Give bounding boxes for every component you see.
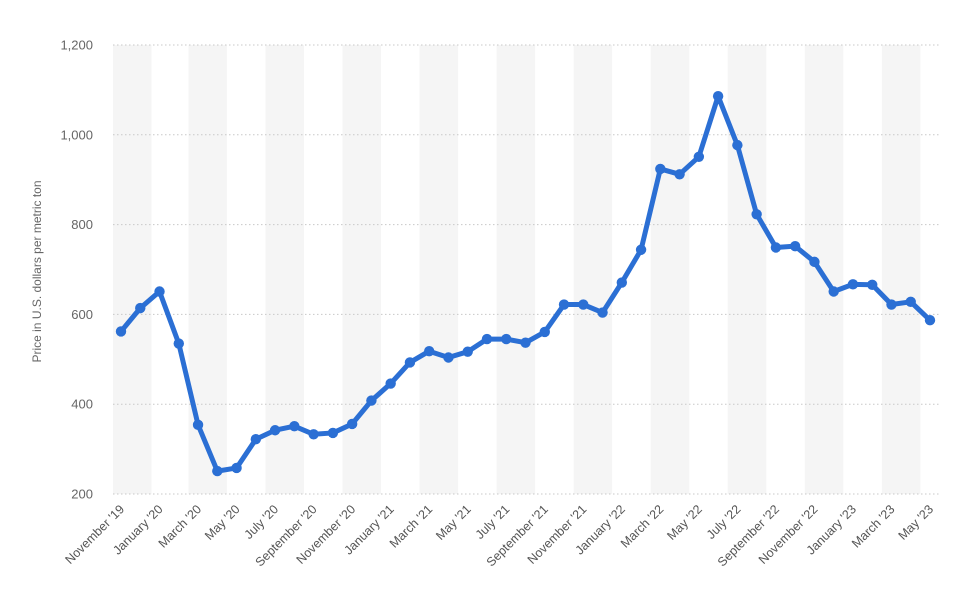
data-point	[809, 256, 820, 268]
y-tick-label: 1,200	[60, 38, 93, 53]
data-point	[905, 296, 916, 308]
data-point	[135, 302, 146, 314]
data-point	[154, 286, 165, 297]
y-gridlines	[113, 44, 940, 495]
y-tick-label: 800	[71, 217, 93, 232]
x-tick-label: May '20	[202, 502, 243, 543]
data-point	[539, 326, 550, 338]
data-point	[346, 418, 358, 430]
data-point	[674, 169, 685, 180]
data-point	[655, 163, 666, 175]
data-point	[924, 315, 936, 326]
data-point	[578, 299, 589, 310]
x-tick-label: March '22	[618, 502, 666, 550]
column-band	[265, 45, 304, 494]
data-point	[366, 395, 377, 406]
y-tick-label: 600	[71, 307, 93, 322]
column-band	[342, 45, 382, 494]
column-band	[804, 45, 844, 494]
x-tick-label: March '20	[156, 502, 204, 550]
data-point	[558, 299, 570, 310]
y-axis-label: Price in U.S. dollars per metric ton	[30, 180, 44, 362]
data-point	[693, 151, 705, 163]
x-tick-label: May '21	[433, 502, 474, 543]
data-point	[867, 279, 878, 290]
column-band	[573, 45, 613, 494]
x-tick-label: March '21	[387, 502, 435, 550]
data-point	[501, 333, 512, 345]
data-point	[269, 425, 281, 436]
column-band	[496, 45, 536, 494]
x-tick-label: November '19	[62, 502, 127, 567]
data-point	[115, 326, 127, 337]
data-point	[847, 279, 859, 290]
data-point	[443, 352, 454, 363]
column-band	[419, 45, 459, 494]
alternating-column-bands	[113, 45, 921, 494]
y-tick-label: 400	[71, 397, 93, 412]
data-point	[462, 346, 473, 357]
data-point	[212, 465, 223, 477]
x-tick-label: May '22	[664, 502, 705, 543]
data-point	[327, 427, 339, 439]
data-point	[616, 277, 628, 288]
column-band	[727, 45, 767, 494]
data-point	[751, 209, 762, 220]
data-point	[886, 299, 897, 310]
data-point	[250, 434, 262, 445]
x-tick-label: May '23	[896, 502, 937, 543]
data-point	[173, 338, 184, 349]
data-point	[423, 346, 435, 357]
data-point	[481, 333, 493, 345]
data-point	[308, 429, 319, 440]
data-point	[289, 421, 300, 432]
data-point	[404, 357, 416, 368]
x-tick-label: March '23	[849, 502, 897, 550]
column-band	[650, 45, 690, 494]
y-axis-tick-labels: 200 400 600 800 1,000 1,200	[60, 38, 93, 502]
y-tick-label: 200	[71, 487, 93, 502]
data-point	[828, 286, 839, 297]
price-series-points	[115, 90, 936, 477]
data-point	[712, 90, 724, 102]
column-band	[881, 45, 921, 494]
data-point	[385, 378, 396, 389]
data-point	[732, 139, 743, 151]
data-point	[192, 419, 204, 431]
data-point	[520, 337, 531, 348]
data-point	[597, 307, 608, 318]
data-point	[789, 240, 801, 252]
column-band	[113, 45, 152, 494]
y-tick-label: 1,000	[60, 127, 93, 142]
data-point	[635, 244, 647, 255]
data-point	[231, 462, 242, 474]
data-point	[770, 242, 782, 253]
